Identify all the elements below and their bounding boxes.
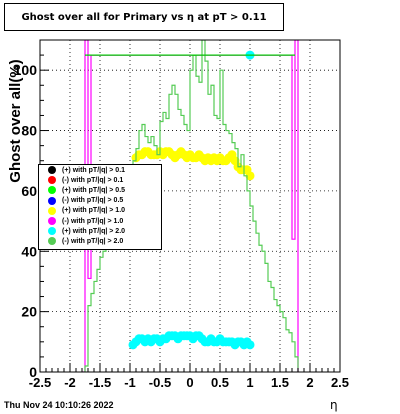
legend-marker-icon [48, 176, 56, 185]
x-tick-label: 0.5 [211, 375, 229, 390]
chart-title: Ghost over all for Primary vs η at pT > … [4, 3, 284, 31]
data-point [245, 340, 255, 350]
legend-entry: (-) with pT/|q| > 0.5 [39, 196, 161, 206]
x-tick-label: 2.5 [331, 375, 349, 390]
legend-marker-icon [48, 206, 56, 215]
legend-label: (+) with pT/|q| > 1.0 [62, 207, 126, 215]
y-tick-label: 0 [29, 364, 37, 380]
timestamp: Thu Nov 24 10:10:26 2022 [4, 400, 114, 410]
y-tick-label: 80 [21, 123, 37, 139]
legend-label: (+) with pT/|q| > 2.0 [62, 227, 126, 235]
legend-marker-icon [48, 196, 56, 205]
y-axis-label: Ghost over all(%) [7, 59, 24, 183]
x-tick-label: 1 [246, 375, 253, 390]
legend-entry: (-) with pT/|q| > 2.0 [39, 236, 161, 246]
x-tick-label: -1 [124, 375, 136, 390]
legend-marker-icon [48, 237, 56, 246]
legend-entry: (+) with pT/|q| > 0.5 [39, 185, 161, 195]
legend-marker-icon [48, 186, 56, 195]
chart-title-text: Ghost over all for Primary vs η at pT > … [21, 11, 267, 23]
legend-marker-icon [48, 217, 56, 226]
legend-label: (-) with pT/|q| > 1.0 [62, 217, 124, 225]
x-axis-label: η [330, 398, 338, 412]
x-tick-label: 0 [186, 375, 193, 390]
x-tick-label: 1.5 [271, 375, 289, 390]
x-tick-label: -1.5 [89, 375, 111, 390]
legend-entry: (+) with pT/|q| > 0.1 [39, 165, 161, 175]
x-tick-label: -2 [64, 375, 76, 390]
legend-entry: (-) with pT/|q| > 0.1 [39, 175, 161, 185]
legend-label: (+) with pT/|q| > 0.5 [62, 186, 126, 194]
legend-label: (-) with pT/|q| > 0.1 [62, 176, 124, 184]
legend-entry: (+) with pT/|q| > 1.0 [39, 206, 161, 216]
x-tick-label: 2 [306, 375, 313, 390]
x-tick-label: -0.5 [149, 375, 171, 390]
legend-label: (-) with pT/|q| > 0.5 [62, 197, 124, 205]
legend: (+) with pT/|q| > 0.1 (-) with pT/|q| > 0… [38, 164, 162, 250]
legend-entry: (-) with pT/|q| > 1.0 [39, 216, 161, 226]
y-tick-label: 60 [21, 183, 37, 199]
axes: -2.5 -2 -1.5 -1 -0.5 0 0.5 1 1.5 2 2.5 0 20 40 60 80 100 [14, 39, 349, 390]
y-tick-label: 20 [21, 304, 37, 320]
data-point [245, 171, 255, 181]
legend-label: (-) with pT/|q| > 2.0 [62, 237, 124, 245]
x-tick-label: -2.5 [29, 375, 51, 390]
legend-marker-icon [48, 166, 56, 175]
legend-marker-icon [48, 227, 56, 236]
y-tick-label: 100 [14, 62, 38, 78]
legend-label: (+) with pT/|q| > 0.1 [62, 166, 126, 174]
y-tick-label: 40 [21, 243, 37, 259]
legend-entry: (+) with pT/|q| > 2.0 [39, 226, 161, 236]
